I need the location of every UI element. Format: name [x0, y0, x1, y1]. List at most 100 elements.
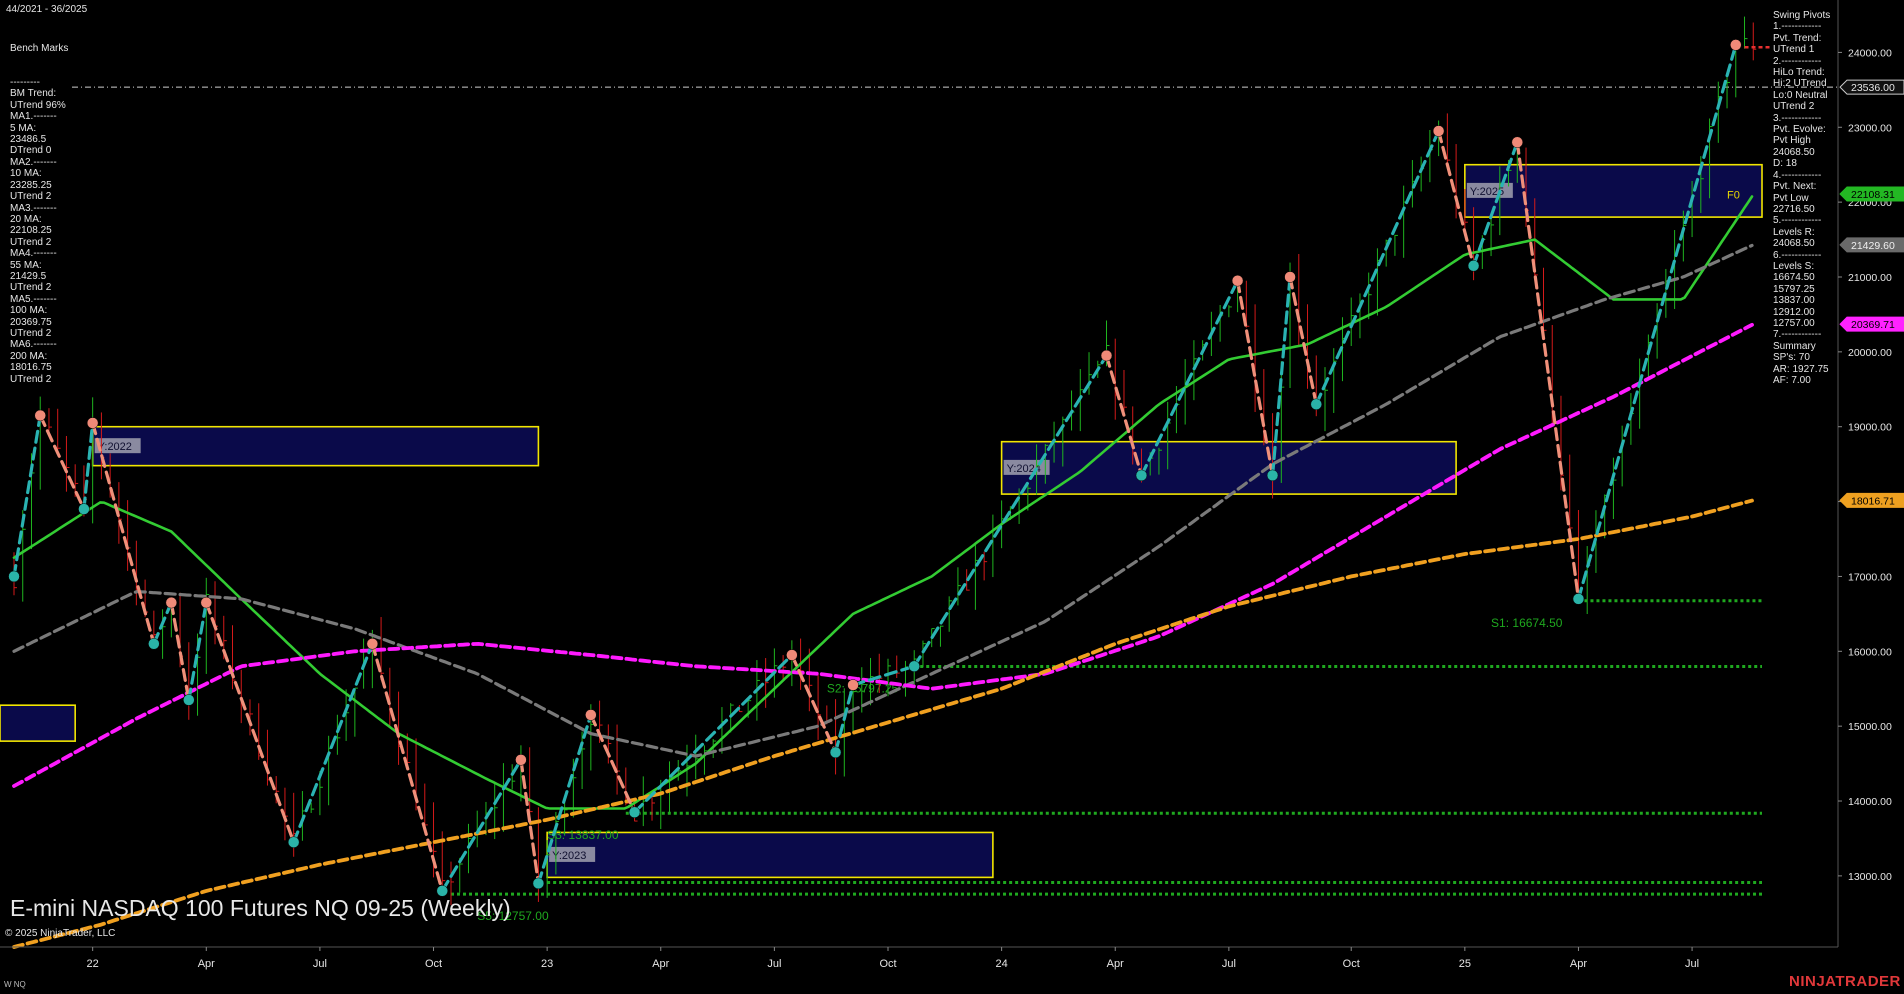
swing-panel-line: Pvt. Next:	[1773, 181, 1817, 193]
copyright-label: © 2025 NinjaTrader, LLC	[5, 928, 116, 939]
price-tag-label: 22108.31	[1851, 189, 1895, 201]
benchmark-line: UTrend 96%	[10, 99, 66, 111]
swing-panel-line: 1.------------	[1773, 21, 1822, 33]
benchmark-line: UTrend 2	[10, 373, 52, 385]
swing-pivot-low	[436, 885, 449, 897]
swing-line	[440, 758, 523, 893]
swing-pivot-high	[1284, 271, 1296, 283]
swing-panel-line: 3.------------	[1773, 112, 1822, 124]
swing-line	[536, 713, 593, 885]
swing-pivot-high	[165, 596, 178, 609]
benchmark-line: MA6.-------	[10, 339, 57, 351]
swing-panel-line: UTrend 2	[1773, 101, 1815, 113]
swing-panel-line: Levels R:	[1773, 226, 1815, 238]
benchmark-line: BM Trend:	[10, 88, 57, 100]
swing-line	[632, 653, 794, 814]
price-tag-label: 23536.00	[1851, 82, 1895, 94]
y-tick-label: 23000.00	[1848, 122, 1892, 134]
x-tick-label: Apr	[1570, 958, 1587, 970]
swing-pivot-low	[183, 694, 195, 706]
swing-line	[519, 758, 541, 885]
ninjatrader-logo: NINJATRADER	[1789, 973, 1901, 990]
swing-line	[12, 413, 42, 579]
x-tick-label: Jul	[313, 958, 327, 970]
y-tick-label: 21000.00	[1848, 272, 1892, 284]
swing-pivot-high	[1100, 349, 1113, 362]
swing-pivot-high	[847, 679, 859, 691]
benchmark-line: MA5.-------	[10, 293, 57, 305]
benchmark-line: DTrend 0	[10, 145, 52, 157]
year-box-label: Y:2024	[1007, 463, 1041, 475]
instrument-label: W NQ	[4, 980, 26, 989]
price-tag-shape	[1839, 186, 1904, 202]
year-box	[91, 425, 540, 467]
benchmark-line: 100 MA:	[10, 305, 48, 317]
swing-line	[91, 421, 156, 646]
x-tick-label: 23	[541, 958, 553, 970]
swing-panel-line: HiLo Trend:	[1773, 67, 1825, 79]
ma-line-100-ma	[12, 322, 1754, 788]
price-axis[interactable]: 24000.0023000.0022000.0021000.0020000.00…	[1837, 0, 1892, 947]
swing-panel-line: 6.------------	[1773, 249, 1822, 261]
swing-pivots	[8, 39, 1771, 897]
swing-pivot-low	[1572, 593, 1585, 605]
benchmark-line: 23285.25	[10, 179, 52, 191]
swing-line	[912, 353, 1109, 668]
year-box-label-bg	[94, 438, 141, 454]
x-tick-label: Oct	[1343, 958, 1360, 970]
support-label: S3: 13837.00	[547, 828, 619, 842]
swing-panel-line: 12757.00	[1773, 317, 1815, 329]
swing-pivot-high	[366, 638, 379, 650]
benchmarks-panel: Bench Marks --------- BM Trend: UTrend 96%…	[10, 20, 68, 396]
swing-pivot-low	[8, 570, 20, 583]
price-tag: 21429.60	[1839, 237, 1904, 253]
year-box-label: Y:2022	[98, 441, 132, 453]
support-label: S5: 12757.00	[477, 909, 549, 923]
benchmark-line: MA3.-------	[10, 202, 57, 214]
x-tick-label: 24	[995, 958, 1007, 970]
swing-panel-line: UTrend 1	[1773, 44, 1815, 56]
swing-pivot-low	[532, 877, 545, 890]
swing-line	[1139, 279, 1240, 477]
swing-line	[82, 421, 95, 511]
benchmark-line: 5 MA:	[10, 122, 37, 134]
swing-pivot-low	[78, 503, 90, 515]
year-box-label: Y:2025	[1470, 186, 1504, 198]
ma-line-55-ma	[12, 243, 1754, 758]
x-tick-label: Oct	[879, 958, 896, 970]
swing-panel-line: Pvt. Evolve:	[1773, 124, 1826, 136]
y-tick-label: 24000.00	[1848, 47, 1892, 59]
swing-pivot-low	[1266, 469, 1279, 482]
swing-pivot-low	[1135, 469, 1148, 482]
swing-pivot-high	[585, 709, 597, 721]
y-tick-label: 13000.00	[1848, 871, 1892, 883]
swing-pivot-low	[628, 806, 641, 818]
date-range-label: 44/2021 - 36/2025	[6, 4, 88, 15]
x-tick-label: 22	[87, 958, 99, 970]
swing-line	[187, 601, 208, 702]
benchmark-line: 10 MA:	[10, 168, 42, 180]
swing-panel-line: 5.------------	[1773, 215, 1822, 227]
price-tag: 20369.71	[1839, 316, 1904, 332]
fib-label: F0	[1727, 189, 1740, 201]
swing-line	[589, 713, 637, 814]
support-label: S1: 16674.50	[1491, 616, 1563, 630]
swing-panel-line: 7.------------	[1773, 329, 1822, 341]
swing-pivot-high	[1231, 274, 1244, 287]
price-tag: 22108.31	[1839, 186, 1904, 202]
swing-panel-line: Pvt. Trend:	[1773, 32, 1822, 44]
swing-panel-line: 16674.50	[1773, 272, 1815, 284]
swing-pivot-low	[1467, 260, 1480, 272]
swing-pivot-high	[1511, 136, 1524, 148]
price-tag-shape	[1839, 492, 1904, 508]
time-axis[interactable]: 22 Apr Jul Oct 23 Apr Jul Oct 24 Apr Jul Oct 25 Apr Ju…	[0, 946, 1838, 970]
swing-pivot-low	[287, 836, 300, 848]
swing-panel-line: Pvt High	[1773, 135, 1811, 147]
benchmark-line: 18016.75	[10, 362, 52, 374]
x-tick-label: Jul	[1222, 958, 1236, 970]
price-tag-label: 21429.60	[1851, 240, 1895, 252]
y-tick-label: 19000.00	[1848, 422, 1892, 434]
swing-panel-line: SP's: 70	[1773, 352, 1810, 364]
moving-averages	[12, 195, 1754, 949]
